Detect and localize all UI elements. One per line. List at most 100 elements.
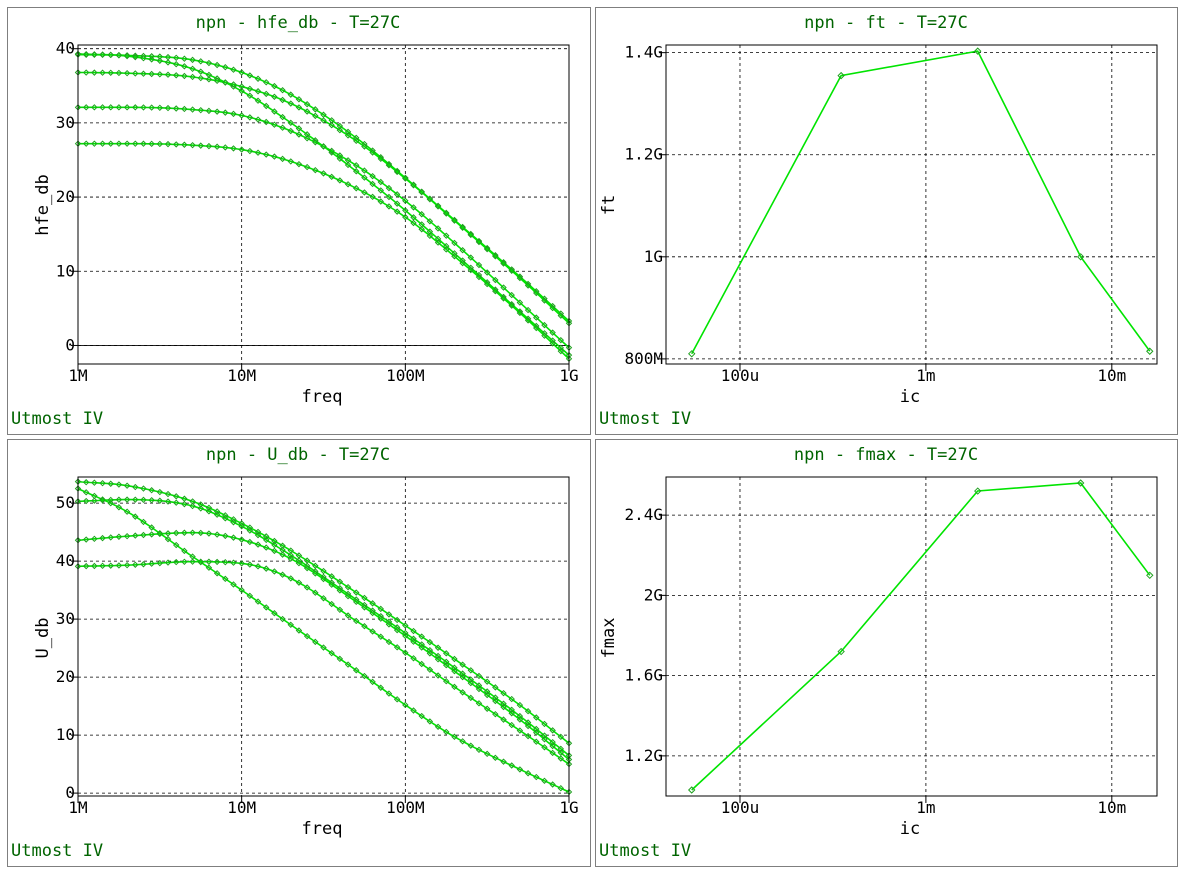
data-point	[336, 655, 344, 663]
data-point	[541, 744, 548, 751]
data-point	[82, 536, 90, 543]
data-point	[353, 617, 360, 625]
data-point	[369, 609, 376, 617]
data-point	[82, 489, 90, 496]
data-point	[164, 530, 172, 537]
data-point	[516, 727, 524, 734]
data-point	[74, 140, 82, 147]
data-point	[492, 251, 499, 259]
data-point	[336, 177, 344, 184]
data-point	[91, 535, 98, 543]
data-point	[271, 541, 278, 549]
data-point	[213, 531, 221, 538]
data-point	[475, 700, 483, 707]
y-tick-label: 1.2G	[624, 145, 663, 164]
data-point	[189, 141, 196, 149]
data-point	[524, 708, 532, 715]
data-point	[287, 127, 294, 135]
data-point	[393, 696, 401, 703]
data-point	[353, 589, 360, 596]
data-point	[123, 561, 131, 569]
data-point	[181, 63, 188, 70]
data-point	[205, 558, 213, 565]
data-point	[132, 53, 139, 61]
data-point	[418, 211, 425, 218]
data-point	[557, 733, 565, 741]
data-point	[549, 727, 556, 734]
data-point	[189, 106, 196, 113]
data-point	[123, 104, 131, 111]
data-point	[549, 749, 556, 757]
data-point	[99, 51, 106, 58]
data-point	[541, 720, 548, 728]
data-point	[254, 97, 262, 104]
footer-text: Utmost IV	[11, 841, 103, 861]
data-point	[82, 69, 90, 76]
data-point	[172, 493, 180, 500]
data-point	[426, 232, 434, 240]
y-tick-label: 20	[56, 667, 75, 686]
data-point	[353, 137, 360, 145]
data-point	[287, 547, 294, 554]
data-point	[369, 180, 376, 188]
data-point	[328, 122, 335, 129]
data-point	[344, 132, 352, 139]
data-point	[443, 678, 450, 685]
data-point	[213, 77, 221, 85]
data-point	[99, 69, 106, 76]
series-line	[77, 560, 570, 765]
data-point	[132, 140, 139, 147]
data-point	[271, 93, 278, 100]
data-point	[467, 254, 475, 261]
data-point	[393, 167, 401, 175]
data-point	[524, 317, 532, 324]
data-point	[533, 289, 540, 297]
data-point	[483, 244, 491, 252]
data-point	[385, 621, 393, 628]
data-point	[410, 627, 417, 635]
data-point	[148, 140, 155, 148]
panel-frame	[595, 439, 1178, 867]
data-point	[213, 511, 221, 518]
data-point	[459, 661, 466, 668]
data-point	[483, 269, 491, 276]
data-point	[434, 203, 442, 210]
data-point	[557, 749, 565, 756]
data-point	[172, 54, 180, 61]
data-point	[336, 587, 344, 594]
data-point	[492, 710, 499, 718]
chart-title: npn - ft - T=27C	[804, 13, 968, 33]
data-point	[205, 564, 213, 571]
data-point	[369, 149, 376, 156]
data-point	[688, 350, 696, 358]
data-point	[189, 529, 196, 536]
data-point	[516, 299, 524, 306]
data-point	[393, 644, 401, 651]
data-point	[369, 172, 376, 180]
data-point	[361, 604, 368, 611]
y-axis-label: ft	[599, 195, 619, 215]
data-point	[361, 594, 368, 602]
data-point	[475, 273, 483, 281]
data-point	[238, 586, 245, 594]
data-point	[107, 69, 114, 76]
data-point	[222, 575, 229, 583]
data-point	[303, 135, 311, 142]
data-point	[353, 168, 360, 175]
data-point	[837, 71, 845, 80]
data-point	[189, 56, 196, 64]
data-point	[148, 560, 155, 567]
data-point	[328, 147, 335, 155]
data-point	[516, 309, 524, 317]
data-point	[393, 168, 401, 176]
data-point	[492, 697, 499, 705]
series-5	[74, 140, 573, 363]
data-point	[107, 534, 114, 541]
panel-frame	[7, 439, 591, 867]
data-point	[213, 143, 221, 150]
series-4	[74, 104, 573, 351]
data-point	[123, 532, 131, 540]
series-4	[74, 529, 573, 763]
data-point	[483, 678, 491, 685]
data-point	[91, 51, 98, 58]
